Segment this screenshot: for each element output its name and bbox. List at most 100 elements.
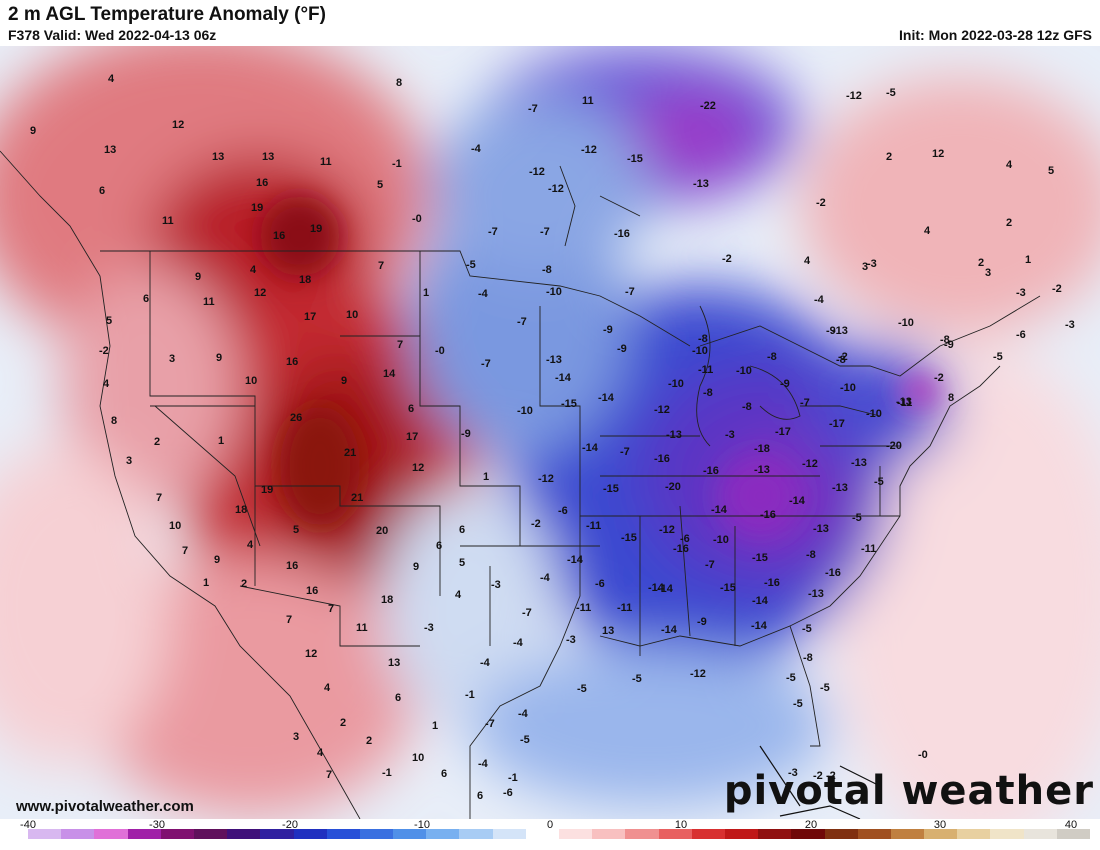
anomaly-label: 1 — [423, 287, 429, 299]
anomaly-label: -14 — [661, 624, 678, 636]
anomaly-label: 4 — [317, 747, 324, 759]
anomaly-label: 11 — [162, 215, 174, 227]
anomaly-label: -15 — [752, 552, 768, 564]
anomaly-label: -10 — [840, 382, 856, 394]
anomaly-label: 13 — [602, 625, 614, 637]
anomaly-label: 4 — [1006, 159, 1013, 171]
anomaly-label: -7 — [705, 559, 715, 571]
anomaly-label: -16 — [703, 465, 719, 477]
anomaly-label: 6 — [477, 790, 483, 802]
anomaly-label: 11 — [582, 95, 594, 107]
anomaly-label: -18 — [754, 443, 770, 455]
anomaly-label: 10 — [169, 520, 181, 532]
anomaly-label: 3 — [126, 455, 132, 467]
anomaly-label: 12 — [254, 287, 266, 299]
anomaly-label: -10 — [898, 317, 914, 329]
anomaly-label: 2 — [366, 735, 372, 747]
anomaly-label: -9 — [826, 325, 836, 337]
anomaly-label: -2 — [934, 372, 944, 384]
anomaly-label: 26 — [290, 412, 302, 424]
anomaly-label: -8 — [742, 401, 752, 413]
anomaly-label: -2 — [816, 197, 826, 209]
anomaly-label: 13 — [212, 151, 224, 163]
anomaly-label: -5 — [802, 623, 812, 635]
anomaly-label: 9 — [195, 271, 201, 283]
anomaly-label: -13 — [666, 429, 682, 441]
colorbar-swatch — [293, 829, 327, 839]
anomaly-label: -1 — [508, 772, 518, 784]
anomaly-label: 4 — [804, 255, 811, 267]
anomaly-label: -7 — [620, 446, 630, 458]
anomaly-label: -0 — [435, 345, 445, 357]
anomaly-label: 12 — [305, 648, 317, 660]
anomaly-label: -5 — [874, 476, 884, 488]
anomaly-label: -16 — [760, 509, 776, 521]
anomaly-label: -10 — [692, 345, 708, 357]
anomaly-label: -15 — [603, 483, 619, 495]
anomaly-label: -7 — [517, 316, 527, 328]
anomaly-label: 18 — [381, 594, 393, 606]
map-title: 2 m AGL Temperature Anomaly (°F) — [8, 4, 326, 25]
anomaly-label: -14 — [582, 442, 599, 454]
colorbar-tick: 30 — [933, 819, 947, 831]
map-header: 2 m AGL Temperature Anomaly (°F) F378 Va… — [0, 0, 1100, 46]
anomaly-label: -15 — [627, 153, 643, 165]
colorbar-swatch — [824, 829, 858, 839]
colorbar-swatch — [857, 829, 891, 839]
anomaly-label: 2 — [340, 717, 346, 729]
anomaly-label: 11 — [356, 622, 368, 634]
colorbar-tick: -20 — [282, 819, 298, 831]
anomaly-label: 8 — [111, 415, 117, 427]
colorbar-swatch — [724, 829, 759, 839]
anomaly-label: 1 — [203, 577, 209, 589]
anomaly-label: -11 — [576, 602, 591, 614]
anomaly-label: -2 — [826, 770, 836, 782]
anomaly-label: 9 — [214, 554, 220, 566]
anomaly-label: 5 — [106, 315, 112, 327]
anomaly-label: -2 — [838, 351, 848, 363]
anomaly-label: 2 — [978, 257, 984, 269]
website-url[interactable]: www.pivotalweather.com — [16, 798, 194, 815]
anomaly-label: -6 — [595, 578, 605, 590]
anomaly-label: -4 — [478, 288, 489, 300]
anomaly-label: -16 — [614, 228, 630, 240]
anomaly-label: 9 — [216, 352, 222, 364]
colorbar-swatch — [990, 829, 1024, 839]
anomaly-label: -3 — [725, 429, 735, 441]
colorbar-swatch — [326, 829, 360, 839]
anomaly-labels: 4 8 9 12 13 13 13 11 6 16 19 11 16 19 5 … — [30, 73, 1075, 802]
anomaly-label: -14 — [752, 595, 769, 607]
colorbar-swatch — [260, 829, 294, 839]
valid-time: F378 Valid: Wed 2022-04-13 06z — [8, 27, 217, 43]
colorbar-swatch — [758, 829, 792, 839]
anomaly-label: 9 — [341, 375, 347, 387]
colorbar-swatch — [459, 829, 493, 839]
anomaly-label: 9 — [30, 125, 36, 137]
pivotal-weather-logo: pivotal weather — [723, 768, 1094, 814]
colorbar-swatch — [492, 829, 526, 839]
anomaly-label: -8 — [806, 549, 816, 561]
anomaly-label: 17 — [304, 311, 316, 323]
anomaly-label: -20 — [886, 440, 902, 452]
anomaly-label: 4 — [103, 378, 110, 390]
anomaly-label: 8 — [948, 392, 954, 404]
anomaly-label: -11 — [897, 397, 912, 409]
colorbar-swatch — [559, 829, 593, 839]
anomaly-label: 4 — [247, 539, 254, 551]
anomaly-label: -6 — [558, 505, 568, 517]
anomaly-label: 21 — [351, 492, 363, 504]
anomaly-label: -5 — [852, 512, 862, 524]
anomaly-label: -12 — [529, 166, 545, 178]
anomaly-label: 4 — [455, 589, 462, 601]
anomaly-label: 1 — [218, 435, 224, 447]
anomaly-label: 7 — [328, 603, 334, 615]
anomaly-label: -9 — [944, 339, 954, 351]
anomaly-label: 5 — [1048, 165, 1054, 177]
anomaly-label: -10 — [546, 286, 562, 298]
anomaly-label: -7 — [528, 103, 538, 115]
anomaly-label: 1 — [1025, 254, 1031, 266]
anomaly-label: 3 — [985, 267, 991, 279]
anomaly-label: -12 — [538, 473, 554, 485]
anomaly-label: 2 — [1006, 217, 1012, 229]
anomaly-label: -8 — [803, 652, 813, 664]
